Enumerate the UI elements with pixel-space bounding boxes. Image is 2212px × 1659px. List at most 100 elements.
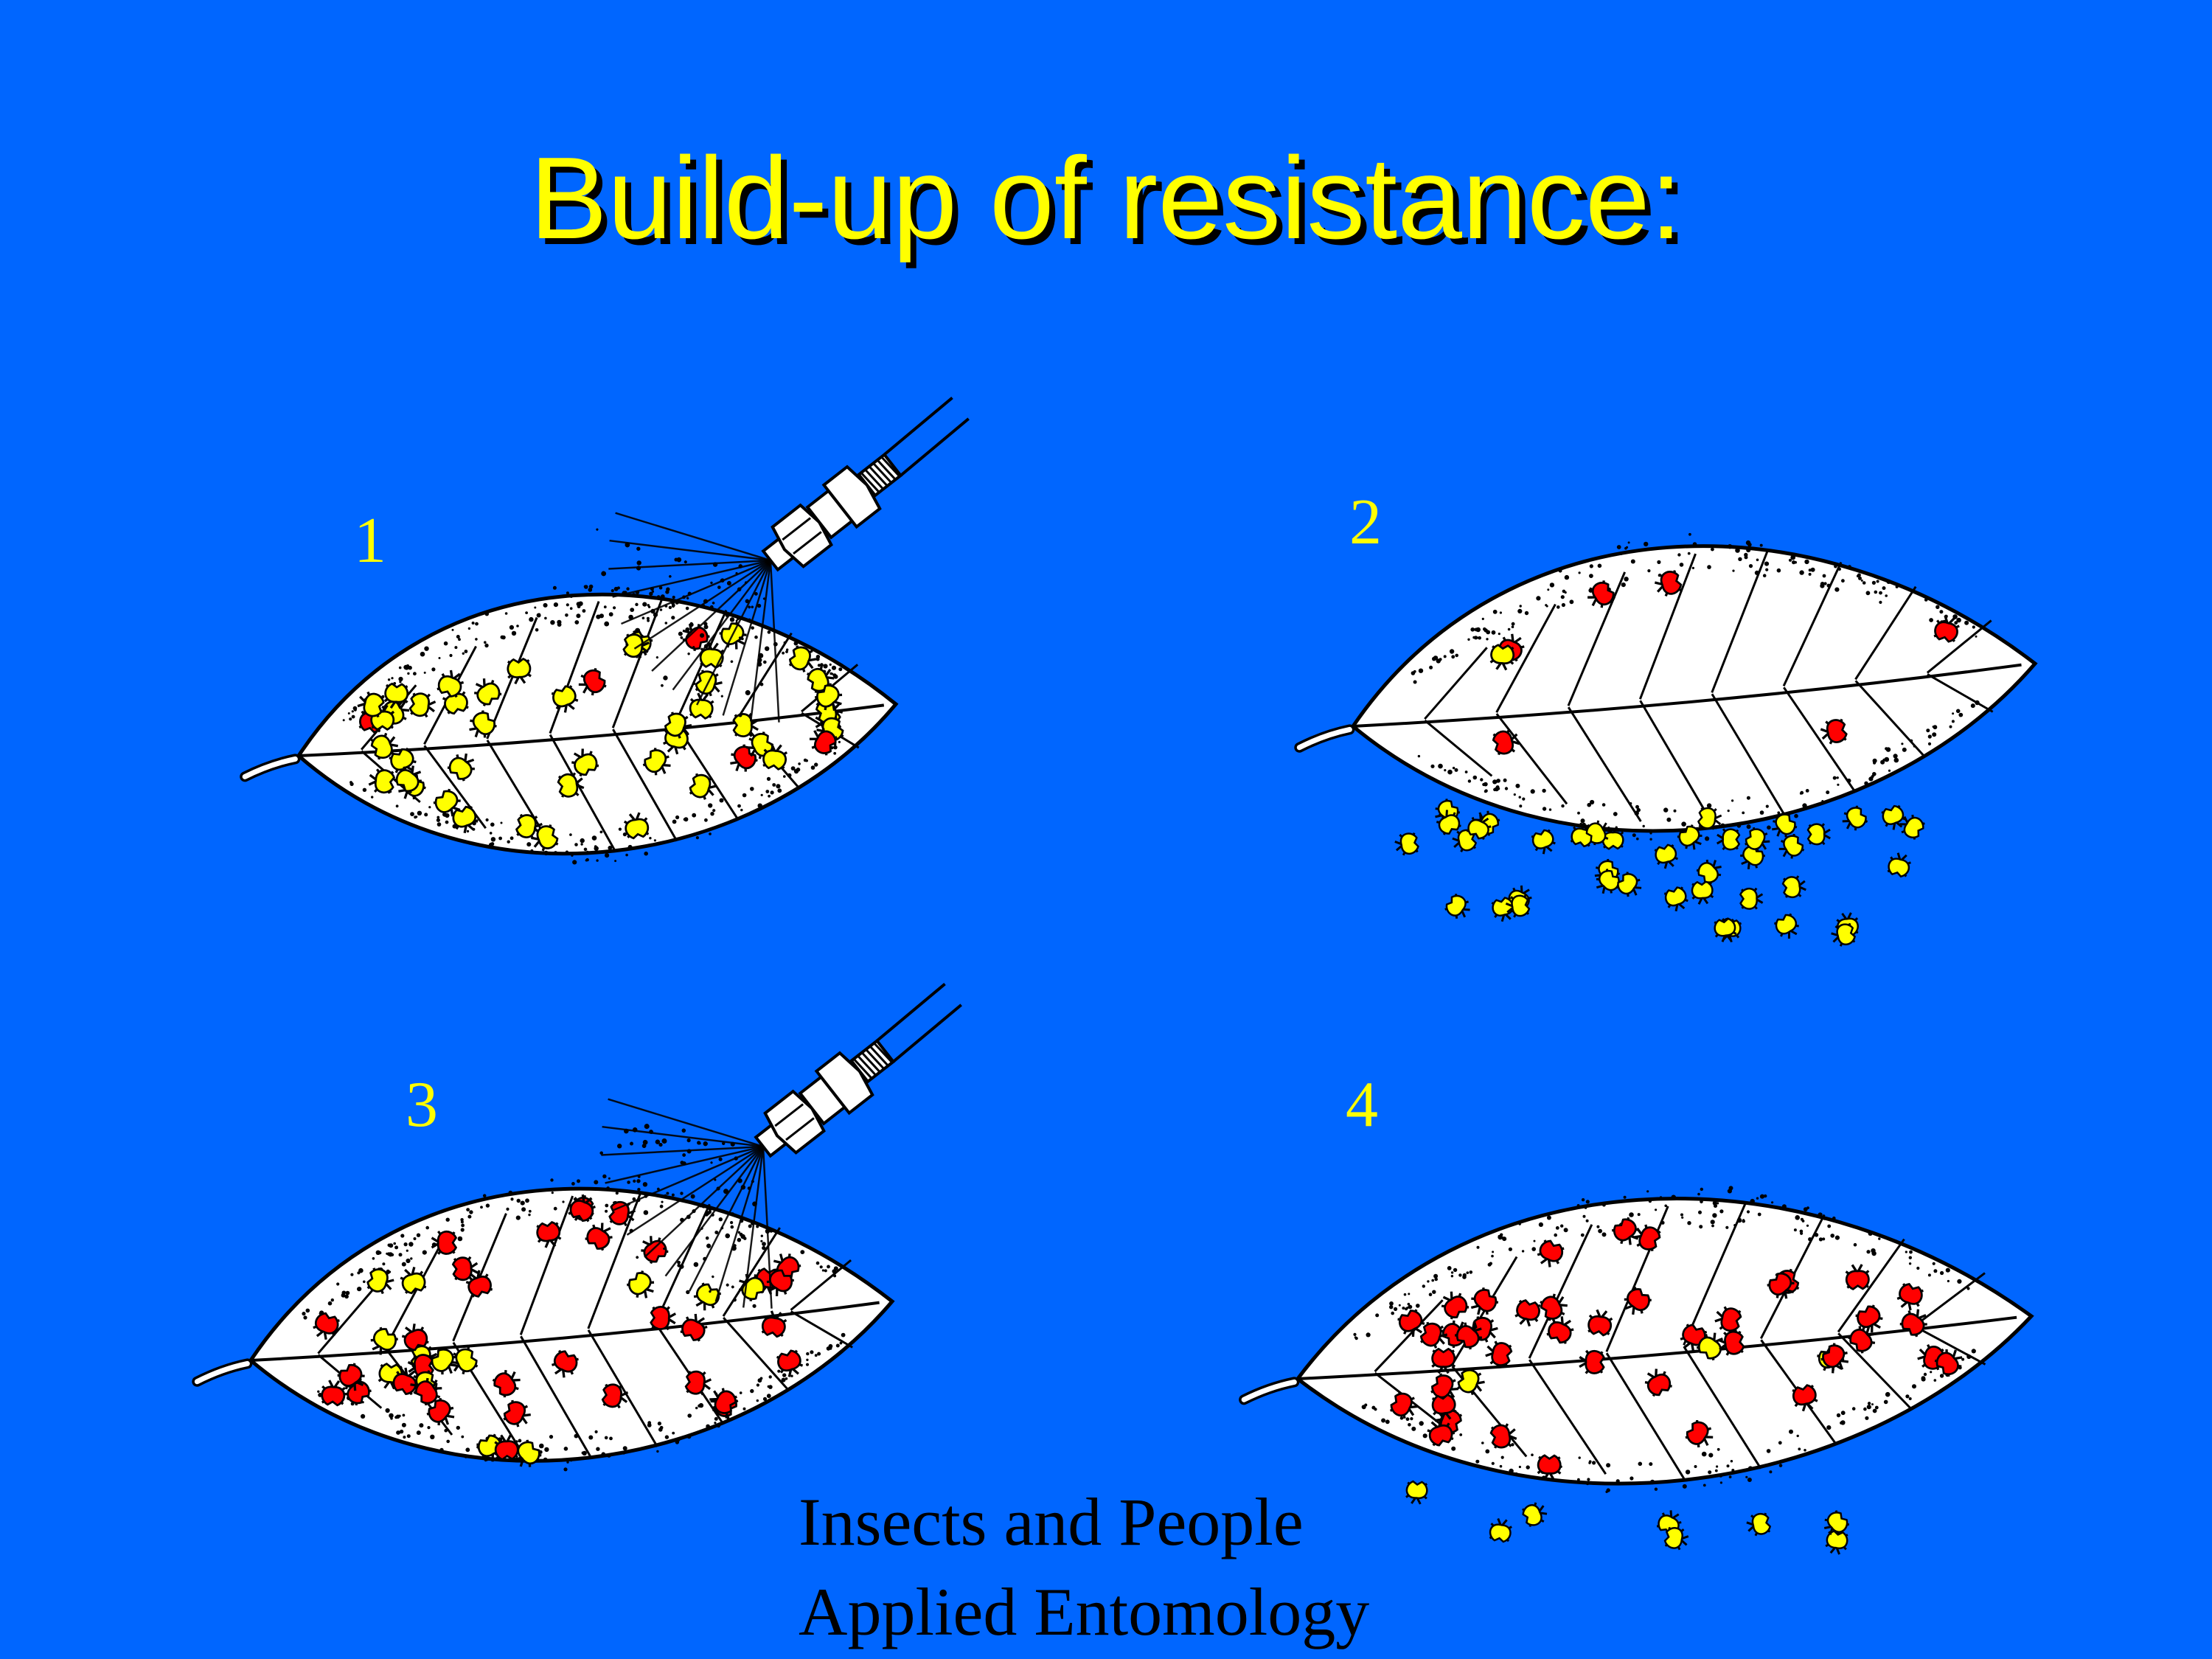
insect-icon bbox=[1778, 833, 1805, 859]
insect-icon bbox=[1587, 1309, 1613, 1337]
insect-icon bbox=[1615, 872, 1642, 897]
insect-icon bbox=[1431, 1394, 1457, 1421]
insect-icon bbox=[1587, 580, 1615, 608]
insect-icon bbox=[366, 1267, 394, 1295]
insect-icon bbox=[1579, 1349, 1605, 1374]
insect-icon bbox=[806, 666, 835, 693]
insect-icon bbox=[1427, 1419, 1454, 1447]
insect-icon bbox=[568, 1194, 596, 1222]
insect-icon bbox=[368, 768, 396, 794]
insect-icon bbox=[414, 1377, 442, 1406]
insect-icon bbox=[1537, 1454, 1562, 1481]
insect-icon bbox=[693, 1282, 721, 1311]
spray-nozzle-icon bbox=[599, 982, 962, 1309]
insect-icon bbox=[1781, 875, 1806, 899]
insect-icon bbox=[1492, 728, 1520, 756]
insect-icon bbox=[426, 1398, 455, 1426]
insect-icon bbox=[1820, 1343, 1849, 1371]
insect-icon bbox=[1691, 880, 1714, 905]
insect-icon bbox=[585, 1222, 613, 1251]
insect-icon bbox=[762, 743, 788, 771]
insect-icon bbox=[650, 1306, 677, 1331]
insect-icon bbox=[401, 1324, 429, 1352]
insect-icon bbox=[1431, 1347, 1456, 1374]
insect-icon bbox=[344, 1377, 372, 1406]
insect-icon bbox=[1624, 1287, 1652, 1315]
insect-icon bbox=[1466, 814, 1492, 841]
insect-icon bbox=[1677, 824, 1703, 850]
insect-icon bbox=[1505, 894, 1531, 918]
insect-icon bbox=[1485, 1340, 1513, 1367]
credit-line-1: Insects and People bbox=[799, 1484, 1304, 1559]
insect-icon bbox=[1537, 1239, 1565, 1267]
insect-icon bbox=[474, 678, 502, 707]
insect-icon bbox=[1397, 1309, 1425, 1338]
insect-icon bbox=[578, 668, 607, 696]
insect-icon bbox=[389, 747, 417, 776]
insect-icon bbox=[1806, 823, 1831, 846]
insect-icon bbox=[1714, 1306, 1742, 1332]
insect-icon bbox=[1612, 1217, 1640, 1245]
insect-icon bbox=[1899, 1309, 1927, 1338]
insect-icon bbox=[383, 682, 409, 709]
insect-icon bbox=[492, 1370, 521, 1398]
insect-icon bbox=[321, 1380, 346, 1407]
insect-icon bbox=[1774, 913, 1799, 939]
insect-icon bbox=[1596, 869, 1621, 894]
insect-icon bbox=[1531, 829, 1556, 855]
insect-icon bbox=[1405, 1480, 1428, 1505]
insect-icon bbox=[684, 1370, 712, 1396]
insect-icon bbox=[1697, 807, 1722, 830]
insect-icon bbox=[730, 744, 758, 772]
insect-icon bbox=[1522, 1502, 1548, 1527]
insect-icon bbox=[431, 1230, 458, 1255]
insect-icon bbox=[1644, 1368, 1672, 1397]
insect-icon bbox=[601, 1383, 629, 1409]
insect-icon bbox=[788, 645, 817, 672]
insect-icon bbox=[689, 773, 717, 800]
insect-icon bbox=[392, 1367, 419, 1396]
insect-icon bbox=[400, 1267, 427, 1295]
leaf-icon bbox=[1295, 1197, 2034, 1486]
insect-icon bbox=[465, 1270, 493, 1298]
insect-icon bbox=[571, 748, 599, 777]
insect-icon bbox=[809, 728, 838, 756]
insect-icon bbox=[1663, 1526, 1689, 1551]
insect-icon bbox=[1601, 826, 1624, 850]
insect-icon bbox=[531, 824, 559, 852]
panel-3-leaf-sprayed bbox=[192, 982, 962, 1472]
leaf-icon bbox=[248, 1186, 895, 1463]
insect-icon bbox=[1654, 570, 1683, 597]
insect-icon bbox=[1436, 810, 1461, 835]
insect-icon bbox=[664, 712, 692, 739]
insect-icon bbox=[1489, 644, 1515, 671]
insect-icon bbox=[370, 1326, 398, 1355]
insect-icon bbox=[408, 692, 437, 718]
insect-icon bbox=[1663, 886, 1688, 912]
insect-icon bbox=[469, 710, 497, 738]
insect-icon bbox=[1845, 1264, 1870, 1291]
insect-icon bbox=[1454, 1321, 1483, 1350]
insect-icon bbox=[1441, 1291, 1470, 1320]
insect-icon bbox=[1887, 852, 1912, 878]
insect-icon bbox=[1855, 1304, 1883, 1333]
insect-icon bbox=[1820, 718, 1848, 745]
insect-icon bbox=[1489, 1517, 1512, 1543]
insect-icon bbox=[732, 712, 759, 737]
insect-icon bbox=[370, 732, 399, 760]
insect-icon bbox=[451, 1256, 479, 1281]
insect-icon bbox=[1546, 1316, 1574, 1345]
insect-icon bbox=[313, 1312, 340, 1340]
leaf-icon bbox=[296, 592, 899, 856]
insect-icon bbox=[1716, 828, 1741, 851]
insect-icon bbox=[776, 1349, 804, 1377]
insect-icon bbox=[1739, 887, 1764, 910]
insect-icon bbox=[1772, 812, 1798, 838]
insect-icon bbox=[536, 1220, 562, 1248]
insect-icon bbox=[552, 1349, 579, 1378]
panel-1-number: 1 bbox=[354, 505, 386, 577]
spray-nozzle-icon bbox=[596, 396, 970, 723]
insect-icon bbox=[1696, 859, 1722, 885]
